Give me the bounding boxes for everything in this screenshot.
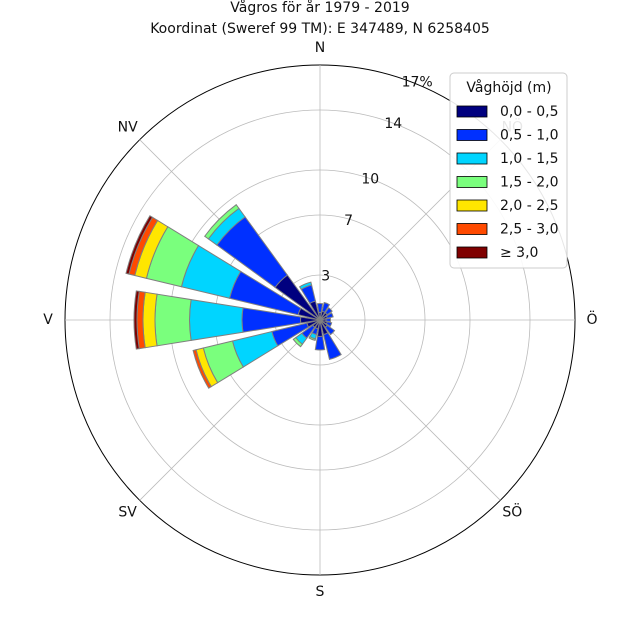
legend-swatch — [456, 246, 488, 259]
radial-tick-label: 3 — [321, 268, 330, 284]
legend-items: 0,0 - 0,5 0,5 - 1,0 1,0 - 1,5 1,5 - 2,0 2,0 … — [456, 104, 558, 261]
bar-segment-V-3 — [154, 293, 192, 347]
bar-segment-VSV-5 — [192, 349, 212, 389]
legend-item: 0,5 - 1,0 — [456, 128, 558, 144]
legend-item: 0,0 - 0,5 — [456, 104, 558, 120]
rose-bars — [125, 204, 342, 389]
direction-label-Ö: Ö — [586, 310, 597, 328]
legend-label: 2,5 - 3,0 — [500, 222, 558, 238]
chart-title: Vågros för år 1979 - 2019 — [230, 0, 409, 16]
bar-segment-ÖSÖ-1 — [325, 321, 333, 327]
bar-segment-N-1 — [316, 303, 324, 314]
direction-label-V: V — [43, 312, 53, 328]
legend-item: ≥ 3,0 — [456, 245, 538, 261]
legend-item: 2,0 - 2,5 — [456, 198, 558, 214]
bar-segment-S-1 — [314, 335, 326, 351]
direction-label-N: N — [315, 40, 325, 56]
direction-label-SÖ: SÖ — [502, 502, 522, 520]
bar-segment-NÖ-1 — [324, 307, 333, 316]
grid-spoke — [139, 319, 321, 501]
legend-item: 1,0 - 1,5 — [456, 151, 558, 167]
bar-segment-NV-3 — [204, 204, 240, 240]
bar-segment-SSÖ-1 — [322, 332, 342, 360]
bar-segment-SÖ-1 — [324, 324, 336, 336]
bar-segment-V-2 — [189, 299, 244, 341]
radial-tick-label: 10 — [361, 171, 379, 187]
legend-title: Våghöjd (m) — [466, 79, 551, 96]
legend-label: 1,0 - 1,5 — [500, 151, 558, 167]
bar-segment-NNÖ-1 — [321, 301, 331, 314]
legend-frame — [449, 72, 568, 269]
legend-swatch — [456, 223, 488, 235]
bar-segment-SV-3 — [292, 336, 304, 348]
legend: Våghöjd (m) 0,0 - 0,5 0,5 - 1,0 1,0 - 1,5 1… — [449, 72, 568, 269]
legend-label: 0,0 - 0,5 — [500, 104, 558, 120]
legend-swatch — [456, 176, 488, 188]
legend-label: ≥ 3,0 — [500, 245, 538, 261]
radial-tick-labels: 3 7 10 14 17% — [321, 74, 432, 284]
legend-swatch — [456, 129, 488, 141]
legend-swatch — [456, 152, 488, 165]
legend-item: 1,5 - 2,0 — [456, 175, 558, 191]
bar-segment-NNV-2 — [298, 281, 313, 290]
bar-segment-ÖNÖ-1 — [325, 312, 334, 319]
legend-swatch — [456, 105, 488, 118]
legend-label: 0,5 - 1,0 — [500, 128, 558, 144]
chart-subtitle: Koordinat (Sweref 99 TM): E 347489, N 62… — [150, 21, 490, 37]
bar-segment-V-4 — [142, 291, 158, 349]
bar-segment-V-6 — [133, 290, 140, 350]
bar-segment-Ö-1 — [325, 317, 331, 323]
bar-segment-SSV-3 — [308, 335, 317, 342]
legend-swatch — [456, 199, 488, 212]
legend-label: 1,5 - 2,0 — [500, 175, 558, 191]
direction-label-SV: SV — [118, 504, 137, 520]
radial-tick-label: 17% — [402, 74, 433, 90]
legend-label: 2,0 - 2,5 — [500, 198, 558, 214]
direction-label-S: S — [316, 584, 325, 600]
legend-item: 2,5 - 3,0 — [456, 222, 558, 238]
radial-tick-label: 14 — [384, 116, 402, 132]
grid-spoke — [319, 319, 501, 501]
bar-segment-VNV-6 — [125, 215, 154, 275]
direction-label-NV: NV — [118, 120, 138, 136]
radial-tick-label: 7 — [344, 213, 353, 229]
